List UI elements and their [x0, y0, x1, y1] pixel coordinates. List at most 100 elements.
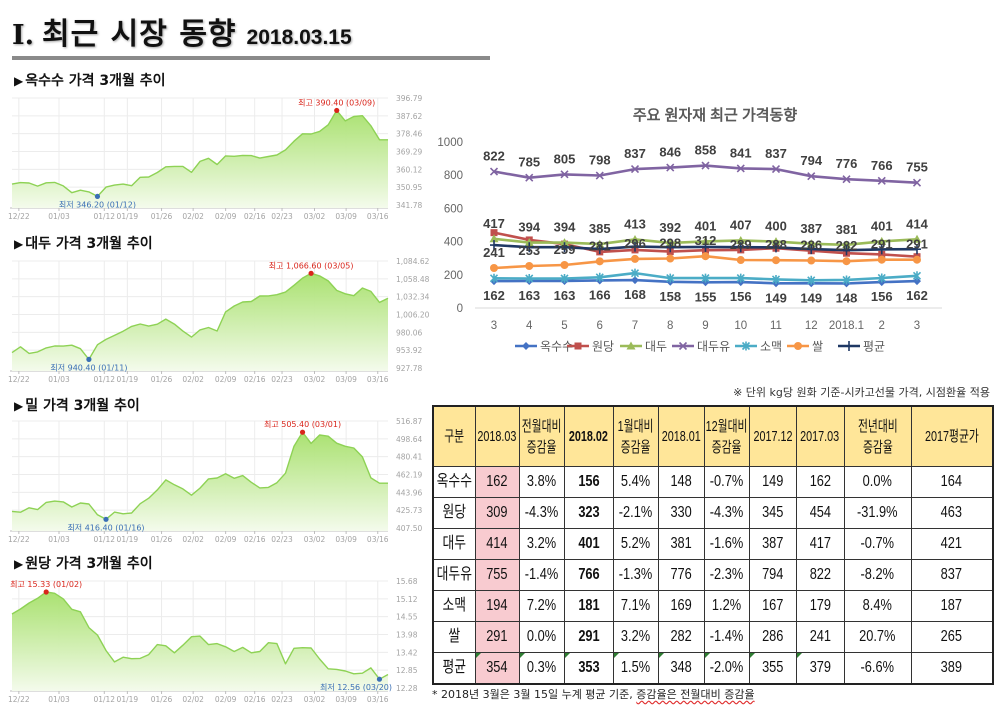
- y-tick-label: 13.42: [396, 648, 418, 657]
- cell-2017-03: 822: [795, 559, 845, 591]
- y-tick-label: 13.98: [396, 631, 418, 640]
- header-text: 2018.03: [477, 428, 517, 445]
- wheat-section-heading: ▶ 밀 가격 3개월 추이: [14, 395, 140, 415]
- series-marker: [560, 170, 569, 179]
- x-tick-label: 02/16: [244, 695, 266, 704]
- commodity-name: 대두유: [436, 566, 472, 583]
- x-tick-label: 01/19: [117, 695, 139, 704]
- cell-jan-change: 5.2%: [612, 528, 659, 560]
- cell-value: 0.0%: [526, 628, 557, 645]
- cell-jan-change: -2.1%: [612, 497, 659, 529]
- header-2017-avg: 2017평균가: [910, 405, 994, 467]
- legend-item: 쌀: [787, 340, 823, 354]
- series-marker: [701, 161, 710, 170]
- cell-value: -4.3%: [709, 504, 744, 521]
- series-marker: [595, 272, 604, 282]
- cell-value: -1.6%: [709, 535, 744, 552]
- price-comparison-table: 구분 2018.03 전월대비 증감율 2018.02 1월대비 증감율 2018.01 1…: [432, 405, 994, 685]
- legend-marker: [626, 341, 636, 350]
- data-label: 241: [483, 245, 505, 260]
- cell-2017-12: 387: [748, 528, 797, 560]
- cell-value: -0.7%: [860, 535, 895, 552]
- series-marker: [701, 236, 710, 245]
- data-label: 291: [906, 237, 928, 252]
- cell-2018-01: 776: [657, 559, 705, 591]
- cell-value: 389: [941, 659, 963, 676]
- cell-2017-avg: 837: [910, 559, 994, 591]
- legend-item: 대두유: [672, 340, 730, 354]
- data-label: 805: [554, 151, 576, 166]
- data-label: 414: [906, 216, 928, 231]
- header-dec-change: 12월대비 증감율: [703, 405, 750, 467]
- low-point-marker: [376, 676, 383, 682]
- data-label: 296: [624, 236, 646, 251]
- legend-item: 옥수수: [515, 340, 573, 354]
- series-marker: [560, 242, 569, 253]
- y-tick-label: 396.79: [396, 94, 422, 103]
- data-label: 794: [800, 153, 822, 168]
- series-marker: [736, 256, 745, 265]
- data-label: 163: [518, 288, 540, 303]
- cell-value: 5.4%: [620, 473, 651, 490]
- cell-value: 463: [941, 504, 963, 521]
- cell-value: -0.7%: [709, 473, 744, 490]
- data-label: 281: [589, 238, 611, 253]
- series-marker: [806, 239, 816, 248]
- data-label: 798: [589, 153, 611, 168]
- x-tick-label: 6: [597, 320, 603, 332]
- legend-label: 원당: [592, 340, 614, 354]
- cell-2017-avg: 421: [910, 528, 994, 560]
- low-point-label: 최저 12.56 (03/20): [320, 682, 392, 692]
- cell-2017-03: 179: [795, 590, 845, 622]
- legend-label: 쌀: [812, 340, 823, 354]
- header-text: 전년대비 증감율: [857, 417, 898, 456]
- cell-value: 194: [486, 597, 508, 614]
- low-point-marker: [103, 516, 109, 522]
- data-label: 401: [871, 218, 893, 233]
- x-tick-label: 02/23: [271, 375, 293, 384]
- wheat-price-chart: 516.87 498.64 480.41 462.19 443.96 425.73 407.…: [8, 417, 422, 544]
- series-marker: [595, 239, 605, 248]
- cell-2017-03: 241: [795, 621, 845, 653]
- wheat-heading-text: 밀 가격 3개월 추이: [25, 398, 140, 414]
- series-marker: [630, 164, 640, 174]
- cell-yoy-change: 0.0%: [843, 466, 912, 498]
- table-row: 대두 414 3.2% 401 5.2% 381 -1.6% 387 417 -0.7% 421: [432, 528, 994, 560]
- corn-heading-text: 옥수수 가격 3개월 추이: [25, 73, 166, 89]
- series-marker: [807, 172, 816, 181]
- legend-item: 대두: [620, 340, 667, 354]
- cell-2018-01: 148: [657, 466, 705, 498]
- cell-2017-12: 345: [748, 497, 797, 529]
- y-tick-label: 360.12: [396, 165, 422, 174]
- y-tick-label: 378.46: [396, 130, 422, 139]
- y-tick-label: 15.68: [396, 577, 418, 586]
- cell-value: 162: [486, 473, 508, 490]
- section-numeral: I.: [12, 20, 35, 51]
- commodity-name: 평균: [442, 659, 467, 676]
- corn-price-chart: 396.79 387.62 378.46 369.29 360.12 350.95 341.…: [8, 94, 422, 221]
- series-marker: [912, 234, 922, 243]
- commodity-price-trend-chart: 주요 원자재 최근 가격동향 0 200 400 600 800 1000 3 4 5 6 7 8 9 10…: [437, 106, 942, 354]
- cell-value: 353: [577, 659, 600, 676]
- series-marker: [489, 234, 499, 243]
- cell-value: 164: [941, 473, 963, 490]
- data-label: 413: [624, 216, 646, 231]
- data-label: 298: [659, 236, 681, 251]
- cell-mom-change: 7.2%: [518, 590, 565, 622]
- cell-value: -31.9%: [857, 504, 898, 521]
- cell-value: 837: [941, 566, 963, 583]
- cell-2018-02: 181: [563, 590, 614, 622]
- series-marker: [560, 273, 569, 283]
- y-tick-label: 927.78: [396, 364, 422, 373]
- series-marker: [666, 242, 675, 253]
- cell-value: 330: [670, 504, 692, 521]
- legend-label: 소맥: [760, 340, 782, 354]
- series-marker: [807, 256, 816, 265]
- cell-dec-change: -1.6%: [703, 528, 750, 560]
- x-tick-label: 4: [526, 320, 533, 332]
- cell-dec-change: -2.0%: [703, 652, 750, 685]
- cell-2018-01: 348: [657, 652, 705, 685]
- cell-value: 291: [577, 628, 600, 645]
- header-category: 구분: [432, 405, 476, 467]
- x-tick-label: 01/26: [151, 695, 173, 704]
